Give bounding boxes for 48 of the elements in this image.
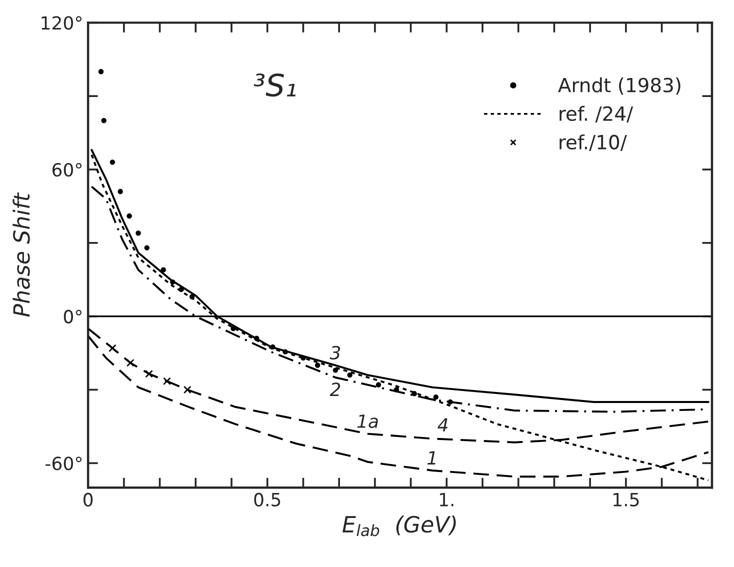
point [108,344,116,352]
annotation: ³S₁ [254,74,296,97]
series-label: 3 [330,346,340,360]
series-label: 1a [357,414,378,428]
x-axis-title: E$_{lab}$ (GeV) [342,516,456,536]
point [448,399,453,405]
point [163,377,171,386]
point [254,336,260,341]
point [136,230,141,236]
point [183,386,192,394]
point [189,294,195,300]
point [110,160,116,165]
point [230,326,236,332]
x-tick-label: 0.5 [254,492,280,506]
annotation: 4 [438,418,448,432]
point [376,382,382,388]
point [270,344,276,350]
point [347,372,352,378]
point [394,387,400,392]
legend-label: ref./10/ [560,134,627,152]
point [170,279,176,285]
y-tick-label: -60° [46,456,82,470]
point [282,349,288,354]
point [412,391,417,396]
point [126,358,134,367]
point [145,370,153,378]
point [126,213,132,219]
point [178,286,184,292]
point [300,355,306,361]
point [160,267,166,272]
point [433,394,438,400]
legend-label: ref. /24/ [560,106,634,122]
series-label: 1 [427,451,436,464]
point [144,245,150,250]
y-tick-label: 120° [42,16,82,30]
point [98,69,104,74]
x-tick-label: 1. [440,493,454,506]
point [118,188,123,194]
x-tick-label: 1.5 [614,493,639,506]
point [314,362,320,368]
series-label: 2 [330,382,340,396]
y-tick-label: 0° [64,310,82,324]
legend-label: Arndt (1983) [558,77,680,95]
y-tick-label: 60° [52,162,82,177]
y-axis-title: Phase Shift [12,192,30,317]
point [332,368,338,373]
x-tick-label: 0 [84,492,93,506]
point [101,118,106,124]
